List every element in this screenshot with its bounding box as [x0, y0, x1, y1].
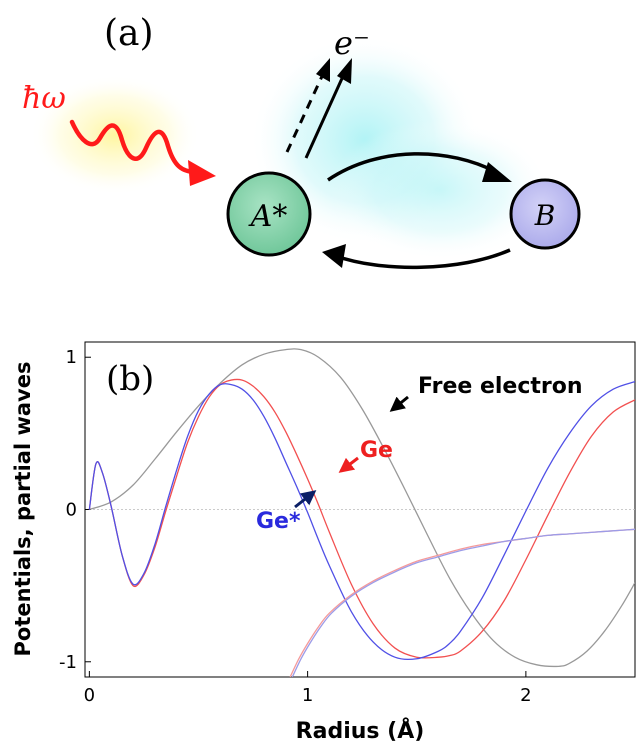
panel-b-label: (b) — [106, 359, 154, 399]
series-layer — [88, 348, 635, 677]
y-tick-label: -1 — [59, 652, 77, 673]
x-tick-label: 1 — [302, 685, 313, 706]
yellow-glow — [30, 75, 200, 195]
x-tick-label: 0 — [84, 685, 95, 706]
transfer-arrowhead-bottom — [322, 244, 346, 268]
tick-layer: 0 1 2 -1 0 1 — [59, 347, 532, 706]
emission-arrow-solid — [304, 73, 346, 159]
transfer-arrow-bottom — [335, 248, 511, 270]
ge-star-annotation: Ge* — [256, 509, 301, 534]
series-line-free-electron — [89, 348, 635, 668]
emission-arrowhead-solid — [337, 58, 352, 84]
emission-arrowhead-dashed — [316, 58, 330, 82]
atom-a — [226, 171, 312, 257]
atom-a-label: A* — [248, 199, 288, 234]
electron-label: e⁻ — [334, 24, 370, 62]
ge-pointer — [338, 456, 359, 473]
cyan-glow-right — [330, 120, 550, 260]
photon-label: ħω — [22, 81, 66, 116]
series-line-ge- — [88, 380, 635, 661]
free-electron-pointer — [389, 395, 409, 412]
series-line-ge-potential — [291, 528, 635, 677]
series-line-ge — [88, 378, 635, 659]
x-axis-label: Radius (Å) — [296, 718, 425, 744]
atom-b — [509, 178, 581, 250]
ge-star-pointer — [294, 490, 317, 509]
y-axis-label: Potentials, partial waves — [11, 362, 35, 657]
photon-arrowhead — [188, 160, 216, 186]
x-tick-label: 2 — [520, 685, 531, 706]
transfer-arrow-top — [327, 152, 497, 182]
ge-annotation: Ge — [360, 438, 393, 463]
panel-b: 0 1 2 -1 0 1 (b) Free electron Ge Ge* Radius … — [11, 341, 636, 744]
y-tick-label: 1 — [66, 347, 77, 368]
atom-b-label: B — [534, 199, 556, 232]
photon-wave — [69, 119, 199, 175]
free-electron-annotation: Free electron — [418, 374, 583, 399]
panel-a-label: (a) — [104, 13, 154, 54]
transfer-arrowhead-top — [482, 162, 512, 182]
panel-a: (a) ħω e⁻ A* B — [22, 13, 581, 270]
y-tick-label: 0 — [66, 500, 77, 521]
